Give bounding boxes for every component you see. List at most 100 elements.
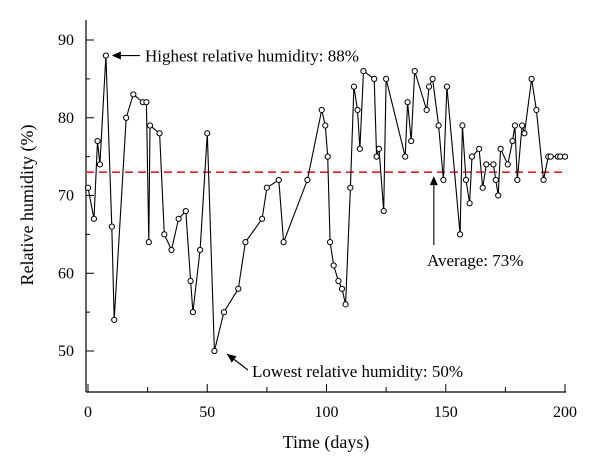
data-point — [275, 176, 282, 184]
data-point — [540, 176, 547, 184]
data-point — [102, 52, 109, 59]
data-point — [462, 176, 470, 184]
data-point — [130, 91, 137, 98]
data-point — [330, 262, 337, 269]
data-point — [440, 176, 447, 184]
data-point — [495, 192, 502, 199]
data-point — [509, 137, 516, 145]
data-point — [456, 231, 464, 238]
data-point — [350, 83, 358, 90]
annotations-group: Highest relative humidity: 88% Lowest rel… — [111, 47, 523, 381]
data-point — [360, 68, 367, 75]
data-point — [211, 347, 218, 355]
data-point — [497, 145, 504, 152]
x-tick-label: 50 — [199, 404, 215, 421]
data-point — [423, 106, 430, 114]
data-point — [146, 122, 154, 129]
data-point — [326, 239, 334, 246]
data-point — [483, 161, 490, 168]
data-point — [492, 176, 499, 184]
data-point — [84, 184, 92, 191]
data-point — [161, 231, 168, 238]
data-point — [380, 207, 387, 215]
average-annotation: Average: 73% — [427, 251, 523, 270]
data-point — [263, 184, 270, 191]
humidity-series-line — [87, 55, 565, 352]
data-point — [356, 145, 363, 152]
data-point — [338, 285, 346, 292]
data-point — [324, 153, 331, 160]
data-point — [411, 68, 418, 75]
y-tick-label: 60 — [58, 265, 74, 282]
data-point — [404, 99, 411, 106]
y-axis-title: Relative humidity (%) — [17, 125, 38, 286]
data-point — [425, 83, 433, 90]
data-point — [402, 153, 409, 160]
data-point — [511, 122, 519, 129]
data-point — [371, 75, 378, 82]
data-point — [235, 285, 242, 292]
data-point — [561, 153, 569, 160]
data-point — [435, 122, 442, 129]
data-point — [94, 137, 101, 145]
data-point — [443, 83, 451, 90]
data-point — [168, 246, 175, 254]
data-point — [533, 106, 540, 114]
data-point — [175, 215, 182, 222]
highest-annotation: Highest relative humidity: 88% — [145, 47, 359, 66]
x-tick-label: 100 — [315, 404, 339, 421]
y-tick-label: 50 — [58, 343, 74, 360]
data-point — [96, 161, 104, 168]
arrowhead — [111, 51, 121, 60]
data-point — [204, 130, 211, 137]
series-group — [84, 52, 569, 355]
data-point — [156, 130, 163, 137]
data-point — [189, 309, 197, 316]
data-point — [145, 239, 152, 246]
data-point — [375, 145, 383, 152]
data-point — [518, 122, 526, 129]
data-point — [504, 161, 511, 168]
data-point — [373, 153, 380, 160]
axis-ticks: 50 60 70 80 90 0 50 100 150 200 — [58, 32, 577, 421]
x-tick-label: 150 — [434, 404, 458, 421]
data-point — [318, 106, 325, 114]
data-point — [90, 215, 98, 222]
data-point — [547, 153, 554, 160]
data-point — [476, 145, 483, 152]
data-point — [187, 277, 194, 285]
data-point — [521, 130, 528, 137]
data-point — [429, 75, 436, 82]
data-point — [490, 161, 497, 168]
y-tick-label: 80 — [58, 110, 74, 127]
data-point — [220, 309, 228, 316]
data-point — [354, 106, 361, 114]
data-point — [408, 137, 415, 145]
data-point — [143, 99, 150, 106]
data-point — [514, 176, 521, 184]
data-point — [383, 75, 390, 82]
x-tick-label: 0 — [84, 404, 92, 421]
data-point — [111, 316, 118, 323]
lowest-annotation: Lowest relative humidity: 50% — [252, 362, 463, 381]
data-point — [280, 239, 287, 246]
data-point — [182, 207, 189, 215]
data-point — [196, 246, 204, 254]
y-tick-label: 70 — [58, 188, 74, 205]
y-tick-label: 90 — [58, 32, 74, 49]
data-point — [322, 122, 329, 129]
data-point — [304, 176, 311, 184]
data-point — [342, 301, 349, 308]
x-axis-title: Time (days) — [283, 432, 370, 453]
data-point — [108, 223, 115, 230]
data-point — [347, 184, 354, 191]
data-point — [459, 122, 466, 129]
data-point — [479, 184, 486, 191]
data-point — [468, 153, 476, 160]
data-point — [466, 200, 473, 207]
data-point — [123, 114, 130, 121]
data-point — [242, 239, 249, 246]
data-point — [259, 215, 266, 222]
arrowhead — [429, 176, 438, 186]
